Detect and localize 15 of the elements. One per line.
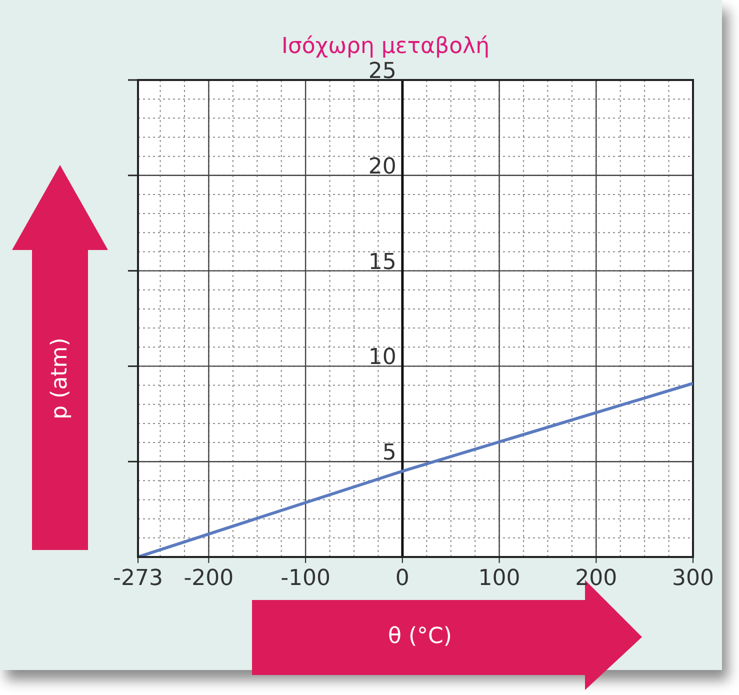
y-axis-title: p (atm) [48, 336, 72, 422]
x-axis-title: θ (°C) [387, 624, 453, 649]
x-tick-label: -200 [184, 566, 234, 591]
x-tick-label: 0 [395, 566, 410, 591]
x-tick-label: -273 [113, 566, 163, 591]
y-tick-label: 5 [382, 440, 396, 466]
chart-title: Ισόχωρη μεταβολή [280, 34, 491, 59]
x-tick-label: 200 [575, 566, 618, 591]
x-tick-label: 100 [478, 566, 520, 591]
y-tick-label: 20 [368, 154, 396, 180]
y-tick-label: 10 [368, 345, 396, 370]
y-tick-label: 15 [368, 250, 396, 275]
y-tick-label: 25 [368, 59, 396, 84]
x-tick-label: 300 [672, 566, 714, 591]
x-tick-label: -100 [280, 566, 331, 591]
